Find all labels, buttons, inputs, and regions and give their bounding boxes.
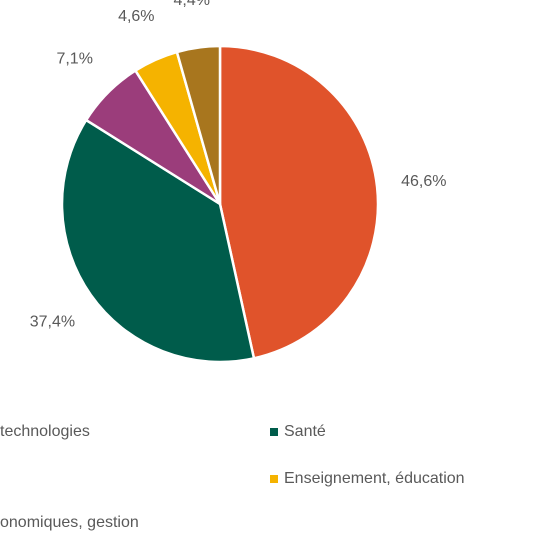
legend-label: technologies [0,423,90,440]
legend-label: onomiques, gestion [0,514,139,531]
legend-marker [270,475,278,483]
data-label: 4,4% [174,0,210,9]
legend-label: Santé [284,423,326,440]
pie-slice [175,44,222,205]
data-label: 4,6% [118,8,154,25]
legend-marker [270,428,278,436]
data-label: 46,6% [401,173,446,190]
pie-slice [60,118,256,364]
pie-slice [218,44,380,360]
data-label: 7,1% [56,51,92,68]
data-label: 37,4% [30,313,75,330]
legend-label: Enseignement, éducation [284,470,465,487]
